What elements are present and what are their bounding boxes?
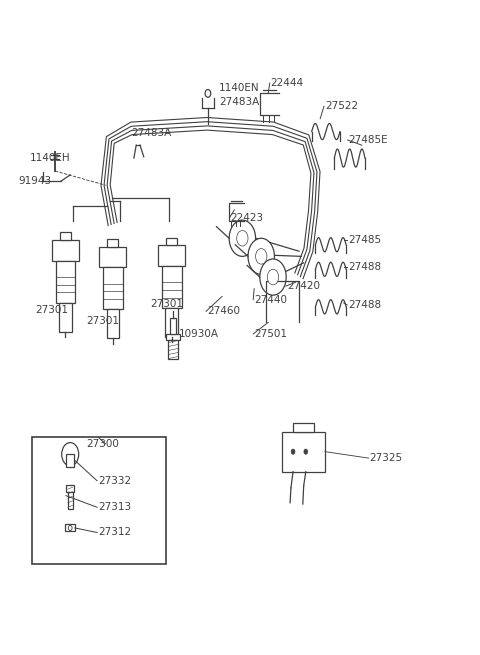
Text: 27483A: 27483A [219,98,259,107]
Circle shape [267,269,279,285]
Text: 27301: 27301 [87,316,120,326]
Text: 27325: 27325 [370,453,403,463]
Text: 22423: 22423 [230,213,264,223]
Text: 27420: 27420 [287,281,320,291]
Bar [68,492,72,508]
Circle shape [62,443,79,466]
Bar [167,334,180,341]
Bar [282,432,325,472]
Bar [166,308,178,337]
Text: 27488: 27488 [348,300,382,310]
Bar [65,524,75,531]
Bar [107,309,119,339]
Text: 1140EN: 1140EN [219,83,259,93]
Text: 27301: 27301 [35,305,68,315]
Circle shape [229,220,255,256]
Text: 10930A: 10930A [179,329,219,339]
Text: 27485E: 27485E [348,135,388,145]
Bar [170,318,176,334]
Circle shape [304,449,308,455]
Circle shape [255,249,267,264]
Bar [56,261,75,303]
Text: 27501: 27501 [254,329,287,339]
Bar [103,267,122,309]
Circle shape [68,525,72,531]
Text: 27483A: 27483A [132,128,172,138]
Text: 27440: 27440 [254,295,287,305]
Text: 27485: 27485 [348,235,382,245]
Circle shape [248,238,275,274]
Text: 27301: 27301 [150,299,183,309]
Bar [108,239,118,247]
Bar [32,438,166,563]
Circle shape [205,90,211,98]
Text: 27332: 27332 [98,476,132,486]
Circle shape [260,259,286,295]
Bar [158,246,185,266]
Circle shape [291,449,295,455]
Bar [168,341,178,358]
Text: 27313: 27313 [98,502,132,512]
Bar [293,422,314,432]
Bar [52,240,79,261]
Bar [162,266,181,308]
Text: 1140EH: 1140EH [30,153,71,163]
Circle shape [237,231,248,246]
Bar [99,247,126,267]
Bar [60,233,71,240]
Text: 27300: 27300 [87,439,120,449]
Text: 91943: 91943 [18,176,51,186]
Bar [167,238,177,246]
Text: 27522: 27522 [325,102,358,111]
Text: 22444: 22444 [271,78,304,88]
Bar [66,455,74,467]
Text: 27312: 27312 [98,527,132,538]
Bar [60,303,72,332]
Text: 27460: 27460 [207,307,240,316]
Bar [66,485,74,492]
Text: 27488: 27488 [348,262,382,272]
